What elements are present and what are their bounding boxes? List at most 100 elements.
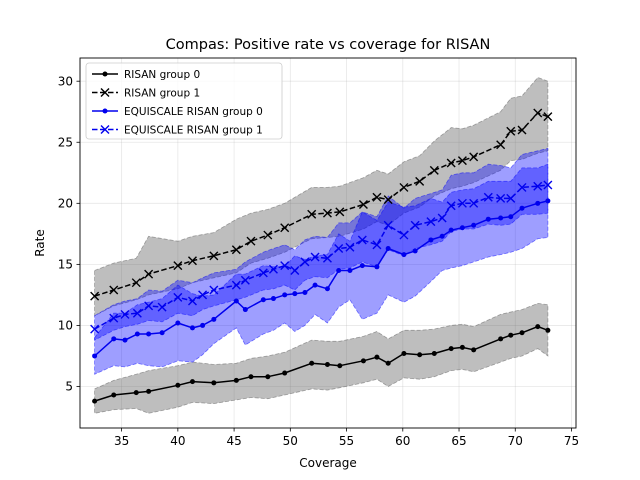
point-series-0 bbox=[233, 377, 239, 383]
point-series-3 bbox=[437, 213, 447, 223]
point-series-1 bbox=[533, 108, 543, 118]
point-series-0 bbox=[519, 330, 525, 336]
point-series-3 bbox=[506, 193, 516, 203]
point-series-2 bbox=[200, 322, 206, 328]
marker-stroke bbox=[310, 252, 320, 262]
marker-stroke bbox=[483, 192, 493, 202]
point-series-3 bbox=[198, 290, 208, 300]
marker-stroke bbox=[446, 158, 456, 168]
point-series-3 bbox=[280, 261, 290, 271]
y-tick-label: 30 bbox=[58, 74, 73, 88]
marker-stroke bbox=[533, 181, 543, 191]
point-series-0 bbox=[471, 347, 477, 353]
point-series-2 bbox=[260, 297, 266, 303]
marker-stroke bbox=[437, 213, 447, 223]
legend-entry: RISAN group 0 bbox=[92, 69, 200, 81]
x-tick-label: 70 bbox=[508, 434, 523, 448]
point-series-3 bbox=[268, 264, 278, 274]
point-series-3 bbox=[399, 230, 409, 240]
line-series-0 bbox=[94, 325, 549, 402]
point-series-0 bbox=[374, 354, 380, 360]
x-tick-label: 75 bbox=[564, 434, 579, 448]
marker-stroke bbox=[144, 301, 154, 311]
legend: RISAN group 0 RISAN group 1 EQUISCALE RISA… bbox=[85, 62, 283, 140]
point-series-1 bbox=[280, 223, 290, 233]
band-series-1 bbox=[94, 77, 549, 317]
marker-stroke bbox=[258, 268, 268, 278]
legend-entry: RISAN group 1 bbox=[92, 87, 200, 99]
point-series-1 bbox=[383, 195, 393, 205]
point-series-2 bbox=[374, 264, 380, 270]
marker-stroke bbox=[415, 176, 425, 186]
point-series-3 bbox=[543, 180, 553, 190]
marker-stroke bbox=[345, 242, 355, 252]
marker-stroke bbox=[209, 251, 219, 261]
point-series-0 bbox=[385, 360, 391, 366]
point-series-2 bbox=[485, 216, 491, 222]
marker-stroke bbox=[358, 200, 368, 210]
marker-stroke bbox=[231, 280, 241, 290]
marker-stroke bbox=[187, 296, 197, 306]
point-series-1 bbox=[246, 236, 256, 246]
point-series-2 bbox=[336, 267, 342, 273]
point-series-0 bbox=[175, 382, 181, 388]
point-series-0 bbox=[417, 352, 423, 358]
marker-stroke bbox=[307, 209, 317, 219]
point-series-1 bbox=[446, 158, 456, 168]
point-series-2 bbox=[282, 292, 288, 298]
point-series-3 bbox=[457, 198, 467, 208]
x-tick-label: 40 bbox=[170, 434, 185, 448]
series-markers bbox=[90, 108, 553, 404]
x-axis-label: Coverage bbox=[299, 456, 357, 470]
legend-box bbox=[85, 62, 283, 140]
marker-stroke bbox=[410, 220, 420, 230]
point-series-1 bbox=[358, 200, 368, 210]
point-series-3 bbox=[290, 265, 300, 275]
point-series-2 bbox=[508, 214, 514, 220]
marker-stroke bbox=[131, 278, 141, 288]
line-series-1 bbox=[94, 112, 549, 297]
marker-stroke bbox=[357, 235, 367, 245]
point-series-0 bbox=[92, 398, 98, 404]
marker-stroke bbox=[506, 193, 516, 203]
marker-stroke bbox=[173, 261, 183, 271]
legend-entry: EQUISCALE RISAN group 1 bbox=[92, 124, 263, 136]
marker-stroke bbox=[383, 220, 393, 230]
point-series-3 bbox=[187, 296, 197, 306]
marker-stroke bbox=[372, 240, 382, 250]
marker-stroke bbox=[506, 126, 516, 136]
point-series-3 bbox=[132, 308, 142, 318]
marker-stroke bbox=[457, 198, 467, 208]
marker-stroke bbox=[533, 108, 543, 118]
x-tick-label: 50 bbox=[283, 434, 298, 448]
marker-stroke bbox=[334, 244, 344, 253]
point-series-3 bbox=[334, 244, 344, 253]
point-series-2 bbox=[471, 222, 477, 228]
point-series-2 bbox=[134, 331, 140, 337]
x-tick-label: 55 bbox=[339, 434, 354, 448]
point-series-3 bbox=[426, 217, 436, 227]
marker-stroke bbox=[399, 182, 409, 192]
x-axis: 35 40 45 50 55 60 65 70 75 bbox=[114, 428, 579, 448]
legend-marker bbox=[102, 71, 108, 77]
marker-stroke bbox=[100, 88, 110, 97]
point-series-1 bbox=[109, 285, 119, 295]
legend-marker bbox=[100, 125, 110, 134]
marker-stroke bbox=[173, 292, 183, 302]
y-axis: 5 10 15 20 25 30 bbox=[58, 74, 80, 394]
point-series-2 bbox=[242, 307, 248, 313]
point-series-1 bbox=[144, 269, 154, 279]
marker-stroke bbox=[300, 257, 310, 267]
marker-stroke bbox=[246, 236, 256, 246]
point-series-1 bbox=[469, 152, 479, 162]
marker-stroke bbox=[429, 165, 439, 175]
point-series-1 bbox=[322, 208, 332, 218]
point-series-1 bbox=[372, 192, 382, 202]
point-series-3 bbox=[157, 302, 167, 312]
marker-stroke bbox=[231, 245, 241, 255]
point-series-1 bbox=[187, 256, 197, 266]
point-series-1 bbox=[517, 125, 527, 135]
point-series-0 bbox=[401, 351, 407, 357]
marker-stroke bbox=[322, 208, 332, 218]
point-series-2 bbox=[189, 325, 195, 331]
